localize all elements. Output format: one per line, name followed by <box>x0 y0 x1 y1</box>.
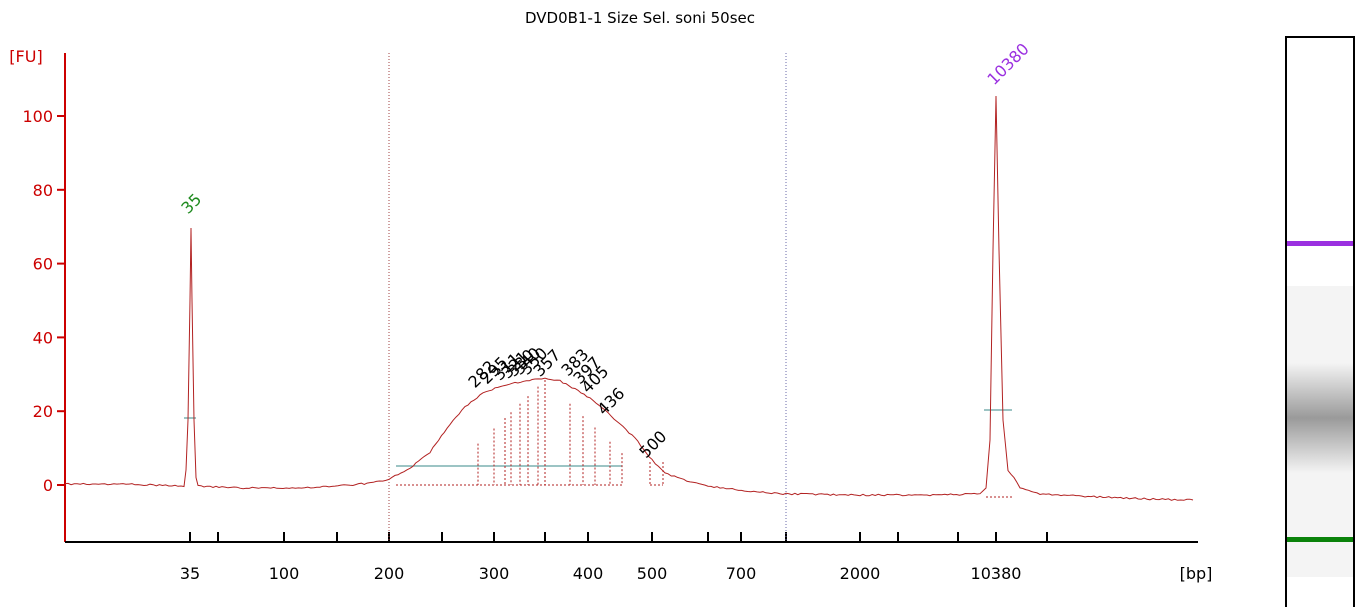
y-tick-label: 20 <box>33 402 53 421</box>
y-tick-label: 0 <box>43 476 53 495</box>
peak-label: 35 <box>177 190 205 218</box>
fluorescence-trace <box>64 95 1194 501</box>
x-tick-label: 10380 <box>971 564 1022 583</box>
x-tick-label: 35 <box>180 564 200 583</box>
x-axis-unit: [bp] <box>1180 564 1213 583</box>
x-tick-label: 500 <box>637 564 668 583</box>
peak-labels: 3528229531132133034035035738339740543650… <box>177 39 1032 462</box>
peak-label: 10380 <box>983 39 1032 88</box>
x-tick-label: 2000 <box>840 564 881 583</box>
x-tick-label: 100 <box>269 564 300 583</box>
peak-label: 436 <box>593 384 628 419</box>
x-tick-label: 400 <box>573 564 604 583</box>
gel-band-smear <box>1287 363 1353 473</box>
x-tick-label: 200 <box>374 564 405 583</box>
y-tick-label: 60 <box>33 255 53 274</box>
x-tick-label: 300 <box>479 564 510 583</box>
gel-lane <box>1285 36 1355 607</box>
x-tick-label: 700 <box>726 564 757 583</box>
region-dividers <box>388 53 787 542</box>
peak-region-lines <box>184 380 1012 498</box>
y-tick-label: 80 <box>33 181 53 200</box>
y-tick-label: 40 <box>33 328 53 347</box>
axes: 0 20 40 60 80 100 35 100 200 300 400 500 700 2000 1038… <box>22 53 1198 583</box>
y-axis-unit: [FU] <box>9 47 42 66</box>
y-tick-label: 100 <box>22 107 53 126</box>
gel-band-lower-marker <box>1287 537 1353 542</box>
gel-band-upper-marker <box>1287 241 1353 246</box>
peak-label: 500 <box>635 427 670 462</box>
chart-title: DVD0B1-1 Size Sel. soni 50sec <box>525 9 755 27</box>
